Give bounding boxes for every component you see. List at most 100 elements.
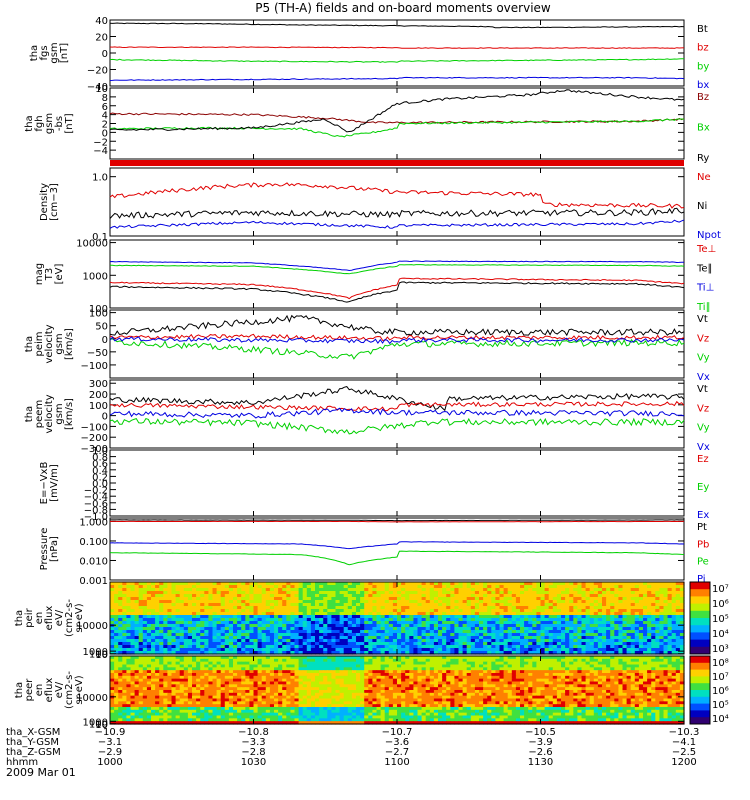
heatmap-cell: [450, 627, 455, 631]
heatmap-cell: [429, 673, 435, 677]
heatmap-cell: [663, 603, 669, 607]
heatmap-cell: [638, 615, 644, 619]
heatmap-cell: [253, 675, 259, 680]
heatmap-cell: [241, 633, 246, 637]
heatmap-cell: [290, 600, 296, 604]
heatmap-cell: [253, 656, 259, 660]
heatmap-cell: [368, 645, 373, 649]
heatmap-cell: [306, 624, 312, 628]
heatmap-cell: [319, 588, 324, 592]
heatmap-cell: [679, 612, 685, 616]
heatmap-cell: [126, 639, 132, 643]
heatmap-cell: [319, 630, 324, 634]
heatmap-cell: [384, 651, 390, 655]
heatmap-cell: [114, 621, 119, 625]
heatmap-cell: [278, 678, 283, 683]
heatmap-cell: [269, 609, 275, 613]
heatmap-cell: [245, 673, 250, 677]
heatmap-cell: [364, 624, 369, 628]
heatmap-cell: [208, 600, 214, 604]
heatmap-cell: [532, 606, 537, 610]
y-tick-label: 0: [102, 128, 108, 139]
heatmap-cell: [622, 594, 628, 598]
heatmap-cell: [520, 621, 525, 625]
heatmap-cell: [626, 615, 632, 619]
heatmap-cell: [610, 670, 615, 674]
heatmap-cell: [294, 624, 300, 628]
heatmap-cell: [274, 615, 279, 619]
heatmap-cell: [331, 615, 337, 619]
heatmap-cell: [659, 582, 665, 586]
heatmap-cell: [351, 582, 357, 586]
heatmap-cell: [192, 661, 197, 666]
heatmap-cell: [466, 645, 472, 649]
heatmap-cell: [413, 615, 419, 619]
heatmap-cell: [524, 664, 529, 668]
heatmap-cell: [155, 600, 160, 604]
heatmap-cell: [368, 630, 373, 634]
heatmap-cell: [556, 678, 562, 683]
heatmap-cell: [565, 645, 570, 649]
heatmap-cell: [483, 667, 488, 671]
heatmap-cell: [401, 636, 406, 640]
heatmap-cell: [462, 612, 468, 616]
heatmap-cell: [606, 656, 611, 660]
heatmap-cell: [491, 670, 496, 674]
heatmap-cell: [183, 642, 189, 646]
heatmap-cell: [413, 585, 419, 589]
heatmap-cell: [175, 661, 181, 666]
heatmap-cell: [278, 585, 283, 589]
heatmap-cell: [159, 588, 164, 592]
heatmap-cell: [159, 612, 164, 616]
heatmap-cell: [442, 658, 447, 663]
heatmap-cell: [175, 678, 181, 683]
heatmap-cell: [249, 594, 255, 598]
heatmap-cell: [114, 645, 119, 649]
heatmap-cell: [110, 609, 115, 613]
heatmap-cell: [331, 591, 337, 595]
heatmap-cell: [187, 618, 193, 622]
y-tick-label: 4: [102, 111, 108, 122]
heatmap-cell: [671, 661, 677, 666]
heatmap-cell: [114, 588, 119, 592]
heatmap-cell: [372, 645, 378, 649]
heatmap-cell: [351, 673, 357, 677]
heatmap-cell: [679, 667, 685, 671]
heatmap-cell: [220, 667, 226, 671]
heatmap-cell: [462, 656, 468, 660]
heatmap-cell: [142, 600, 148, 604]
heatmap-cell: [331, 661, 337, 666]
heatmap-cell: [581, 624, 587, 628]
heatmap-cell: [269, 588, 275, 592]
y-axis-label: [cm−3]: [49, 183, 60, 221]
heatmap-cell: [573, 606, 578, 610]
heatmap-cell: [536, 588, 542, 592]
heatmap-cell: [306, 675, 312, 680]
heatmap-cell: [659, 624, 665, 628]
panel-efield: 1.00.80.60.40.20.0−0.2−0.4−0.6−0.8−1.0E=…: [39, 446, 709, 523]
heatmap-cell: [134, 651, 140, 655]
heatmap-cell: [671, 678, 677, 683]
heatmap-cell: [401, 591, 406, 595]
heatmap-cell: [450, 636, 455, 640]
heatmap-cell: [446, 664, 451, 668]
heatmap-cell: [269, 621, 275, 625]
heatmap-cell: [138, 615, 144, 619]
heatmap-cell: [659, 630, 665, 634]
heatmap-cell: [306, 582, 312, 586]
heatmap-cell: [413, 645, 419, 649]
heatmap-cell: [388, 636, 394, 640]
heatmap-cell: [593, 606, 599, 610]
heatmap-cell: [151, 585, 156, 589]
heatmap-cell: [335, 615, 341, 619]
heatmap-cell: [515, 597, 521, 601]
heatmap-cell: [224, 603, 230, 607]
heatmap-cell: [339, 661, 345, 666]
heatmap-cell: [548, 639, 554, 643]
heatmap-cell: [187, 670, 193, 674]
heatmap-cell: [171, 618, 177, 622]
heatmap-cell: [151, 664, 156, 668]
heatmap-cell: [450, 597, 455, 601]
heatmap-cell: [474, 606, 480, 610]
